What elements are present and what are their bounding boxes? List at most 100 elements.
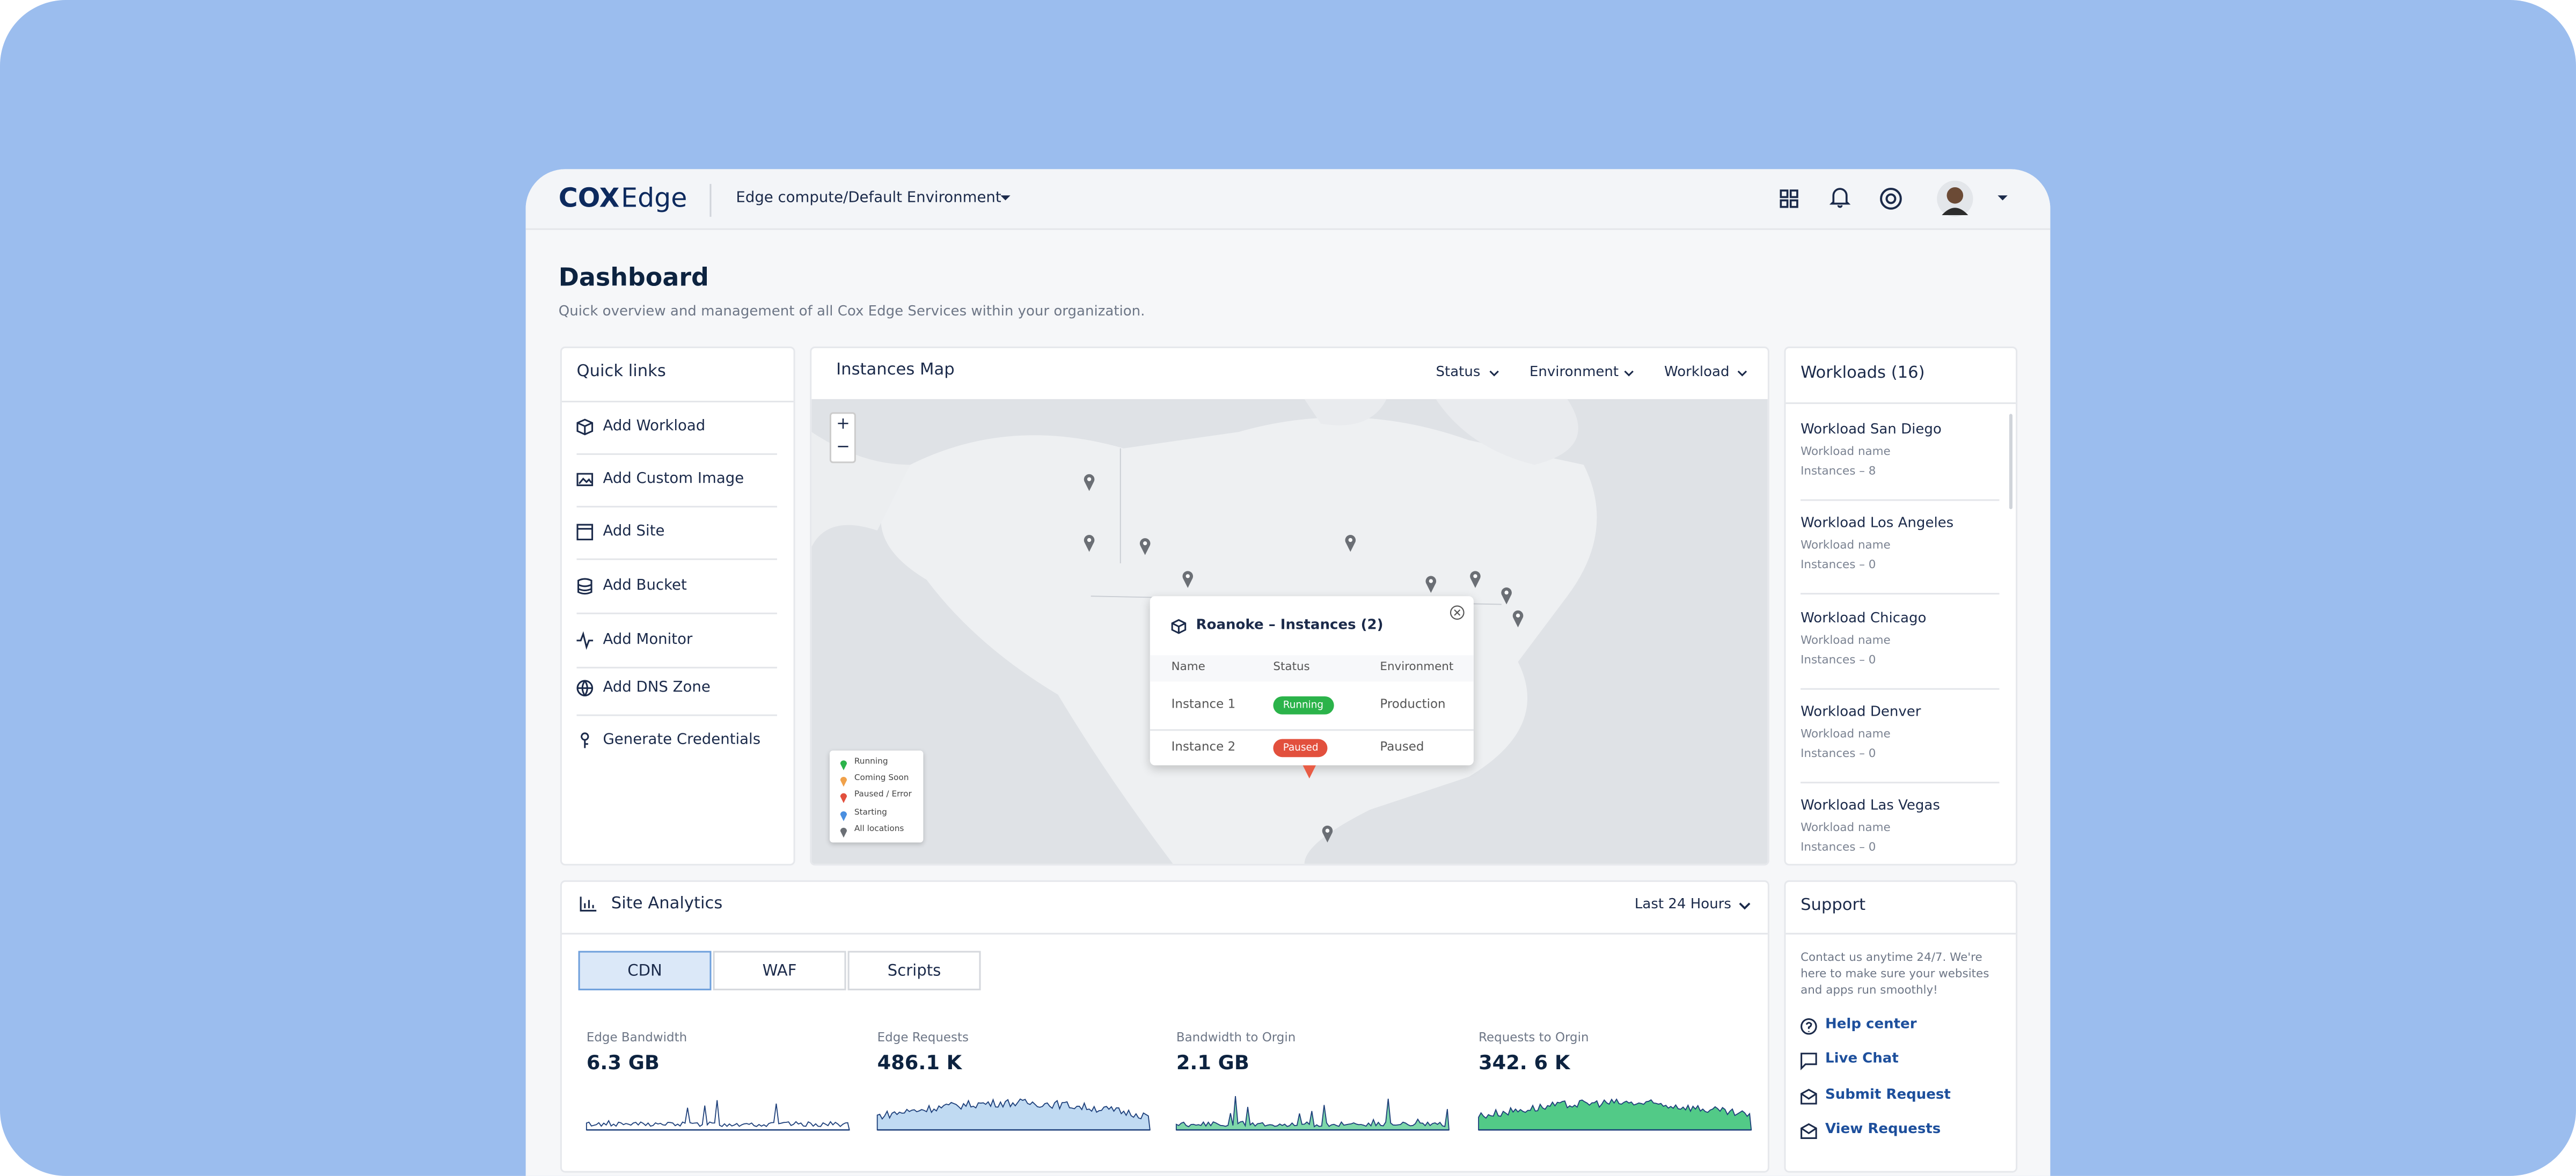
status-badge: Paused	[1273, 739, 1328, 758]
workload-name: Workload San Diego	[1801, 422, 1942, 439]
table-header-bg	[1150, 655, 1474, 682]
map-pin[interactable]	[1082, 473, 1095, 491]
card-title: Workloads (16)	[1801, 364, 1925, 383]
quick-link[interactable]: Add Workload	[603, 418, 706, 436]
link-icon	[581, 732, 589, 748]
pin-shape	[1084, 474, 1095, 491]
tab[interactable]: CDN	[578, 951, 712, 990]
map-pin[interactable]	[1181, 570, 1194, 588]
map-pin[interactable]	[1469, 570, 1482, 588]
zoom-in[interactable]: +	[836, 415, 850, 434]
caret[interactable]	[1996, 194, 2009, 203]
separator	[561, 932, 1768, 935]
chevron[interactable]	[1738, 902, 1751, 912]
quick-link[interactable]: Add DNS Zone	[603, 680, 711, 696]
card-title: Instances Map	[836, 361, 955, 380]
icon-shape	[1801, 1018, 1817, 1035]
metric-value: 342. 6 K	[1479, 1051, 1570, 1075]
workload-item[interactable]: Workload Las Vegas Workload name Instances…	[1801, 798, 1940, 854]
support-icon	[1801, 1018, 1817, 1035]
chevron[interactable]	[1488, 370, 1499, 378]
scrollbar[interactable]	[2009, 414, 2012, 509]
environment-selector[interactable]: Edge compute/Default Environment	[736, 190, 1001, 207]
pin-shape	[1501, 587, 1512, 605]
workload-name: Workload Los Angeles	[1801, 516, 1954, 533]
logo-product[interactable]: Edge	[621, 182, 687, 214]
apps-icon[interactable]	[1779, 189, 1799, 209]
workload-item[interactable]: Workload Los Angeles Workload name Instanc…	[1801, 516, 1953, 572]
pin-dot	[1348, 538, 1352, 542]
filter-dropdown[interactable]: Status	[1436, 364, 1481, 381]
pin-shape	[840, 827, 847, 837]
separator	[1801, 593, 2000, 596]
quick-link[interactable]: Generate Credentials	[603, 732, 761, 749]
metric-label: Requests to Orgin	[1479, 1030, 1589, 1045]
support-link[interactable]: View Requests	[1825, 1121, 1941, 1138]
caret	[1000, 195, 1011, 201]
map-pin[interactable]	[1424, 575, 1437, 593]
map-pin[interactable]	[1344, 534, 1357, 552]
workload-name: Workload Chicago	[1801, 610, 1927, 627]
bell-icon[interactable]	[1829, 187, 1851, 209]
separator	[561, 400, 794, 402]
chevron[interactable]	[1623, 370, 1634, 378]
avatar[interactable]	[1937, 179, 1973, 218]
workload-item[interactable]: Workload Denver Workload name Instances – …	[1801, 704, 1921, 760]
separator	[576, 505, 777, 508]
sparkline-area	[876, 1098, 1151, 1131]
top-bar: COX Edge Edge compute/Default Environmen…	[525, 169, 2051, 230]
metric-value: 486.1 K	[877, 1051, 962, 1075]
legend-pin	[840, 827, 847, 837]
legend-pin	[840, 793, 847, 804]
filter-dropdown[interactable]: Workload	[1664, 364, 1730, 381]
logo-brand[interactable]: COX	[558, 182, 620, 214]
link-icon	[576, 418, 594, 436]
tab[interactable]: WAF	[713, 951, 846, 990]
map-pin[interactable]	[1500, 586, 1513, 605]
range-selector[interactable]: Last 24 Hours	[1634, 896, 1731, 914]
separator	[576, 453, 777, 455]
metric-value: 6.3 GB	[586, 1051, 660, 1075]
sparkline	[586, 1100, 850, 1131]
chart-icon	[580, 896, 597, 912]
quick-link[interactable]: Add Bucket	[603, 578, 687, 595]
instances-map-card: Instances Map Status Environment Workload …	[810, 346, 1769, 866]
support-link[interactable]: Live Chat	[1825, 1052, 1899, 1068]
workload-item[interactable]: Workload Chicago Workload name Instances –…	[1801, 611, 1926, 666]
workload-name: Workload Las Vegas	[1801, 798, 1940, 815]
workload-instances: Instances – 0	[1801, 747, 1876, 761]
quick-link[interactable]: Add Monitor	[603, 632, 693, 649]
workload-item[interactable]: Workload San Diego Workload name Instances…	[1801, 422, 1942, 478]
separator	[1785, 932, 2016, 935]
help-icon[interactable]	[1879, 187, 1902, 210]
map-legend: Running Coming Soon Paused / Error Starting…	[829, 750, 924, 843]
support-link[interactable]: Submit Request	[1825, 1086, 1951, 1103]
tab[interactable]: Scripts	[847, 951, 981, 990]
zoom-out[interactable]: −	[836, 438, 850, 457]
support-link[interactable]: Help center	[1825, 1016, 1917, 1033]
chevron[interactable]	[1737, 370, 1748, 378]
workload-name: Workload Denver	[1801, 704, 1921, 721]
metric-value: 2.1 GB	[1176, 1051, 1249, 1075]
icon-shape	[581, 732, 589, 748]
map-pin[interactable]	[1138, 537, 1151, 555]
workload-instances: Instances – 0	[1801, 653, 1876, 666]
support-icon	[1801, 1123, 1817, 1139]
filter-dropdown[interactable]: Environment	[1529, 364, 1619, 381]
map-pin[interactable]	[1082, 534, 1095, 552]
column-header: Name	[1171, 660, 1205, 674]
icon-shape	[1801, 1053, 1817, 1071]
map-pin[interactable]	[1321, 825, 1334, 843]
quick-link[interactable]: Add Site	[603, 524, 665, 541]
separator	[1801, 687, 2000, 689]
quick-link[interactable]: Add Custom Image	[603, 471, 744, 488]
pin-shape	[1425, 576, 1437, 593]
close-icon[interactable]	[1449, 605, 1466, 621]
map-pin[interactable]	[1511, 609, 1524, 628]
icon-shape	[577, 578, 592, 595]
link-icon	[576, 631, 594, 650]
sparkline	[876, 1098, 1151, 1131]
chevron-shape	[1624, 370, 1634, 377]
workload-subtitle: Workload name	[1801, 445, 1891, 459]
pin-dot	[1325, 828, 1330, 833]
